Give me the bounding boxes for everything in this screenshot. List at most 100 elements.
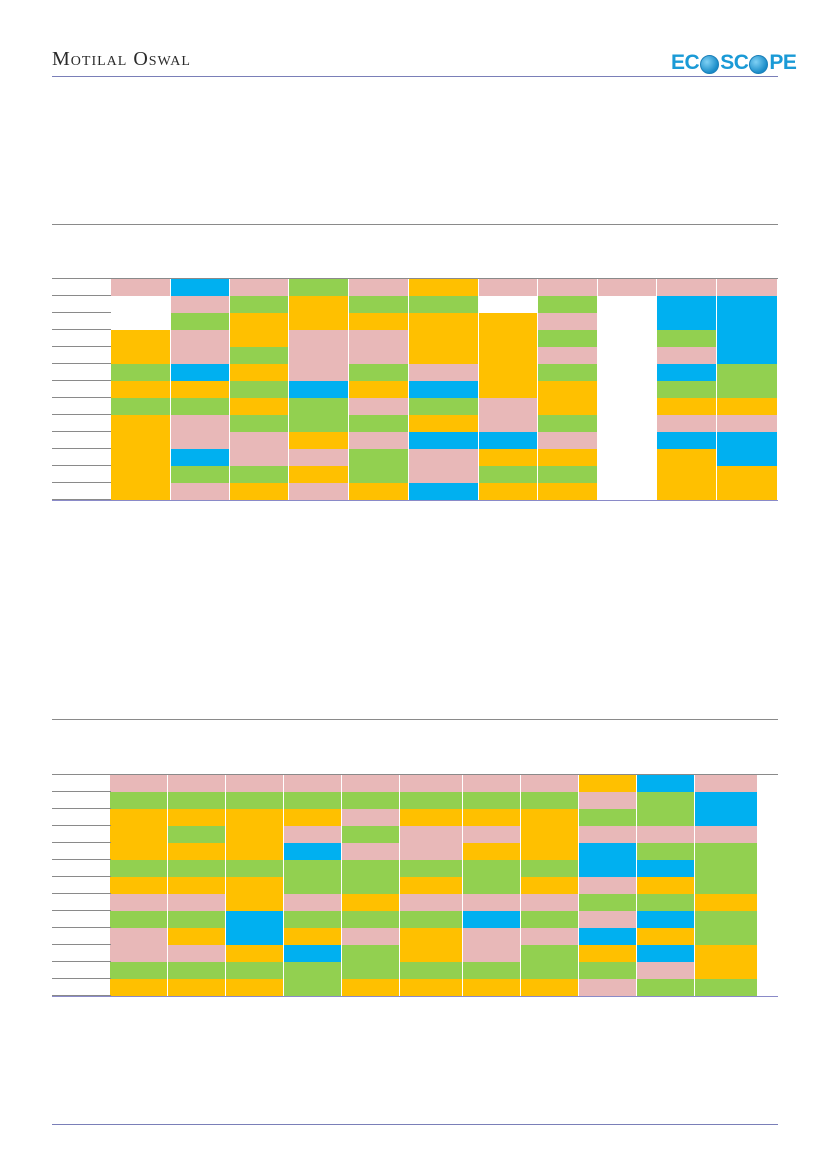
heatmap-cell (409, 398, 479, 415)
heatmap-cell (349, 347, 409, 364)
heatmap-cell (289, 432, 349, 449)
heatmap-cell (637, 877, 695, 894)
heatmap-cell (717, 415, 778, 432)
table-bottom-rule (52, 500, 778, 501)
table-row (52, 313, 778, 330)
heatmap-cell (111, 483, 171, 500)
heatmap-cell (230, 296, 289, 313)
heatmap-cell (284, 775, 342, 792)
heatmap-cell (349, 432, 409, 449)
table-row (52, 330, 778, 347)
heatmap-cell (521, 894, 579, 911)
heatmap-cell (168, 775, 226, 792)
heatmap-cell (637, 860, 695, 877)
heatmap-cell (230, 483, 289, 500)
heatmap-cell (284, 843, 342, 860)
heatmap-cell (342, 775, 400, 792)
heatmap-cell (349, 296, 409, 313)
heatmap-cell (579, 911, 637, 928)
table-row (52, 928, 778, 945)
heatmap-cell (657, 313, 717, 330)
heatmap-cell (110, 826, 168, 843)
heatmap-cell (538, 364, 598, 381)
heatmap-cell (637, 826, 695, 843)
heatmap-cell (349, 398, 409, 415)
heatmap-cell (171, 347, 230, 364)
heatmap-cell (463, 979, 521, 996)
heatmap-cell (168, 843, 226, 860)
heatmap-cell (400, 792, 463, 809)
heatmap-cell (409, 347, 479, 364)
heatmap-cell (409, 330, 479, 347)
ecoscope-logo: EC SC PE (671, 50, 797, 76)
heatmap-cell (226, 979, 284, 996)
footer-rule (52, 1124, 778, 1125)
heatmap-cell (110, 775, 168, 792)
heatmap-cell (657, 432, 717, 449)
heatmap-cell (168, 979, 226, 996)
heatmap-cell (463, 860, 521, 877)
heatmap-cell (342, 894, 400, 911)
row-label-rule (52, 482, 111, 483)
heatmap-cell (230, 415, 289, 432)
heatmap-cell (168, 928, 226, 945)
heatmap-cell (226, 894, 284, 911)
logo-text-right: PE (769, 51, 797, 74)
heatmap-cell (289, 347, 349, 364)
heatmap-cell (409, 381, 479, 398)
heatmap-cell (409, 313, 479, 330)
table-row (52, 381, 778, 398)
header-rule (52, 76, 778, 77)
heatmap-cell (226, 962, 284, 979)
heatmap-cell (637, 775, 695, 792)
heatmap-cell (230, 330, 289, 347)
heatmap-cell (717, 449, 778, 466)
heatmap-cell (579, 962, 637, 979)
heatmap-cell (284, 792, 342, 809)
heatmap-cell (284, 945, 342, 962)
heatmap-cell (230, 449, 289, 466)
table-header-rule (52, 278, 778, 279)
heatmap-cell (538, 279, 598, 296)
heatmap-cell (110, 877, 168, 894)
row-label-rule (52, 961, 111, 962)
table-row (52, 483, 778, 500)
heatmap-cell (284, 911, 342, 928)
heatmap-cell (342, 979, 400, 996)
heatmap-cell (171, 483, 230, 500)
heatmap-cell (538, 313, 598, 330)
table-row (52, 775, 778, 792)
heatmap-cell (657, 347, 717, 364)
heatmap-cell (463, 775, 521, 792)
table-row (52, 415, 778, 432)
heatmap-cell (479, 466, 538, 483)
row-label-rule (52, 499, 111, 500)
heatmap-cell (538, 381, 598, 398)
row-label-rule (52, 825, 111, 826)
heatmap-cell (657, 381, 717, 398)
heatmap-cell (400, 826, 463, 843)
row-label-rule (52, 295, 111, 296)
heatmap-cell (284, 860, 342, 877)
heatmap-cell (349, 313, 409, 330)
heatmap-cell (695, 962, 758, 979)
heatmap-cell (521, 911, 579, 928)
heatmap-cell (226, 792, 284, 809)
heatmap-cell (695, 894, 758, 911)
heatmap-cell (349, 279, 409, 296)
heatmap-cell (463, 894, 521, 911)
heatmap-cell (349, 381, 409, 398)
heatmap-cell (400, 877, 463, 894)
table-row (52, 432, 778, 449)
heatmap-cell (349, 466, 409, 483)
heatmap-cell (110, 911, 168, 928)
heatmap-cell (657, 415, 717, 432)
row-label-rule (52, 329, 111, 330)
heatmap-cell (111, 330, 171, 347)
heatmap-cell (400, 809, 463, 826)
heatmap-cell (289, 398, 349, 415)
heatmap-cell (168, 877, 226, 894)
heatmap-cell (171, 364, 230, 381)
row-label-rule (52, 893, 111, 894)
heatmap-cell (598, 313, 657, 330)
